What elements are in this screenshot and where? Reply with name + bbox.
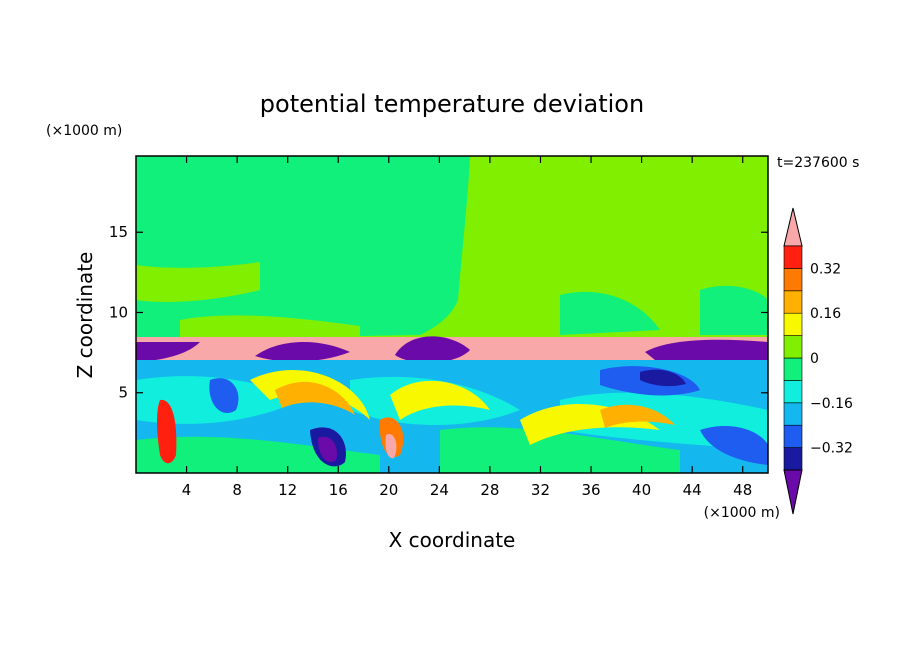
colorbar-label: −0.32 <box>810 441 853 457</box>
x-axis-ticks: 4 8 12 16 20 24 28 32 36 40 44 48 <box>182 156 752 499</box>
tropopause-cold-lobe-3 <box>395 336 470 363</box>
x-tick-label: 20 <box>379 481 398 499</box>
upper-layer-teal-region <box>136 156 470 340</box>
colorbar-band <box>783 312 803 336</box>
colorbar-band <box>783 447 803 471</box>
upper-layer-teal-patch <box>560 291 660 335</box>
purple-core <box>318 436 338 462</box>
colorbar-band <box>783 402 803 426</box>
x-axis-label: X coordinate <box>389 528 516 552</box>
x-tick-label: 16 <box>329 481 348 499</box>
y-tick-label: 5 <box>118 384 128 402</box>
blue-eddy-1 <box>209 378 239 414</box>
colorbar-band <box>783 380 803 404</box>
x-tick-label: 44 <box>683 481 702 499</box>
y-tick-label: 10 <box>109 303 128 321</box>
y-axis-unit: (×1000 m) <box>46 123 122 139</box>
x-tick-label: 12 <box>278 481 297 499</box>
colorbar-label: 0.16 <box>810 306 841 322</box>
green-band-1 <box>136 436 380 473</box>
green-band-2 <box>440 427 680 473</box>
warm-core <box>385 434 397 459</box>
plot-frame <box>135 155 769 474</box>
blue-eddy-3 <box>700 425 768 465</box>
yellow-swirl-1 <box>250 369 370 420</box>
x-axis-unit: (×1000 m) <box>704 505 780 521</box>
orange-swirl-1 <box>275 381 355 415</box>
x-tick-label: 36 <box>581 481 600 499</box>
time-label: t=237600 s <box>777 155 859 171</box>
y-axis-ticks: 5 10 15 <box>109 223 768 402</box>
upper-layer-teal-patch-right <box>700 285 768 335</box>
yellow-swirl-2 <box>390 380 490 420</box>
tropopause-cold-lobe-1 <box>136 342 200 362</box>
colorbar-band <box>783 335 803 359</box>
colorbar: 0.32 0.16 0 −0.16 −0.32 <box>783 207 853 515</box>
colorbar-band <box>783 245 803 269</box>
tropopause-cold-lobe-4 <box>645 339 768 364</box>
x-tick-label: 8 <box>232 481 242 499</box>
y-axis-label: Z coordinate <box>73 252 97 379</box>
y-tick-label: 15 <box>109 223 128 241</box>
darkblue-patch <box>640 369 686 387</box>
x-tick-label: 40 <box>632 481 651 499</box>
upper-layer-green-lump <box>136 262 260 302</box>
colorbar-label: 0 <box>810 351 819 367</box>
x-tick-label: 4 <box>182 481 192 499</box>
upper-layer-green-wave <box>180 315 360 340</box>
colorbar-band <box>783 424 803 448</box>
x-tick-label: 24 <box>430 481 449 499</box>
colorbar-min-extension <box>783 469 803 515</box>
x-tick-label: 32 <box>531 481 550 499</box>
colorbar-label: 0.32 <box>810 261 841 277</box>
chart-title: potential temperature deviation <box>260 90 644 118</box>
orange-swirl-2 <box>600 404 675 428</box>
x-tick-label: 48 <box>733 481 752 499</box>
colorbar-band <box>783 357 803 381</box>
tropopause-cold-lobe-2 <box>255 341 350 362</box>
colorbar-band <box>783 290 803 314</box>
x-tick-label: 28 <box>480 481 499 499</box>
colorbar-label: −0.16 <box>810 396 853 412</box>
red-column <box>157 399 177 464</box>
colorbar-max-extension <box>783 207 803 247</box>
colorbar-band <box>783 268 803 292</box>
contour-field <box>136 156 768 473</box>
